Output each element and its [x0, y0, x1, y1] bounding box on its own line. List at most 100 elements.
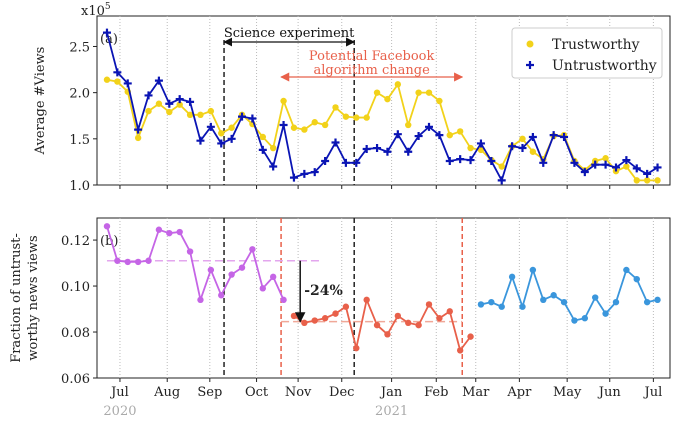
point [602, 155, 609, 162]
point [186, 97, 195, 106]
point [301, 319, 308, 327]
point [114, 257, 121, 264]
point [310, 168, 319, 177]
point [373, 89, 381, 96]
point [342, 303, 350, 310]
point [311, 119, 318, 126]
point [165, 99, 174, 108]
x-tick-label: Jan [379, 385, 403, 400]
point [384, 331, 391, 338]
legend-box [511, 27, 663, 79]
point [581, 315, 589, 322]
x-tick-label: Oct [245, 385, 269, 400]
point [176, 101, 183, 108]
point [154, 76, 163, 85]
point [498, 303, 505, 310]
y-multiplier-base: x10 [81, 4, 105, 19]
series-line [480, 266, 658, 322]
point [456, 155, 465, 164]
point [373, 321, 381, 329]
point [477, 146, 485, 154]
point [601, 160, 610, 169]
point [394, 312, 402, 320]
point [467, 144, 474, 152]
point [279, 120, 288, 129]
x-tick-label: May [553, 385, 582, 400]
point [280, 97, 287, 105]
annotation-text: Science experiment [224, 26, 355, 41]
point [332, 310, 339, 317]
point [425, 301, 433, 308]
point [228, 124, 235, 131]
point [643, 177, 651, 184]
point [550, 292, 557, 299]
point [571, 317, 578, 324]
point [528, 132, 537, 141]
point [196, 136, 205, 145]
point [498, 163, 505, 170]
point [186, 248, 194, 255]
point [623, 163, 630, 170]
point [560, 132, 569, 141]
point [487, 156, 496, 165]
point [102, 28, 111, 37]
point [633, 177, 640, 184]
point [238, 264, 246, 271]
point [549, 131, 558, 140]
year-label: 2021 [375, 404, 408, 419]
point [456, 128, 464, 135]
point [653, 163, 662, 172]
point [540, 296, 547, 304]
point [207, 266, 215, 274]
point [560, 298, 568, 306]
point [436, 97, 443, 105]
y-tick-label: 0.08 [61, 326, 90, 341]
point [467, 333, 474, 340]
plot-frame [96, 217, 671, 379]
legend-marker [526, 61, 534, 69]
point [113, 68, 122, 77]
point [446, 131, 453, 139]
point [456, 347, 464, 354]
x-tick-label: Jul [109, 385, 129, 400]
point [342, 113, 350, 120]
point [476, 139, 485, 148]
point [435, 131, 444, 140]
point [591, 160, 600, 169]
point [633, 275, 640, 283]
point [124, 258, 131, 266]
point [415, 321, 422, 329]
point [477, 301, 485, 308]
panel-label: (b) [100, 234, 118, 249]
x-tick-label: Sep [197, 385, 222, 400]
y-tick-label: 0.10 [61, 280, 90, 295]
point [145, 107, 152, 115]
point [383, 147, 392, 156]
y-axis-label: Average #Views [33, 47, 48, 156]
point [134, 258, 142, 266]
y-tick-label: 1.5 [69, 133, 90, 148]
series-line [106, 226, 285, 304]
point [415, 89, 422, 96]
point [393, 130, 402, 139]
point [373, 144, 382, 153]
point [228, 271, 235, 278]
annotation-text: algorithm change [314, 63, 431, 78]
point [353, 114, 360, 121]
point [103, 76, 111, 83]
point [446, 308, 453, 315]
point [404, 147, 413, 156]
point [592, 294, 599, 301]
point [197, 111, 204, 119]
point [249, 246, 256, 253]
point [384, 95, 391, 103]
point [258, 145, 267, 154]
point [341, 158, 350, 167]
x-tick-label: Jun [597, 385, 622, 400]
point [218, 130, 225, 137]
year-label: 2020 [103, 404, 136, 419]
point [529, 266, 537, 274]
point [363, 114, 370, 121]
point [290, 312, 298, 320]
